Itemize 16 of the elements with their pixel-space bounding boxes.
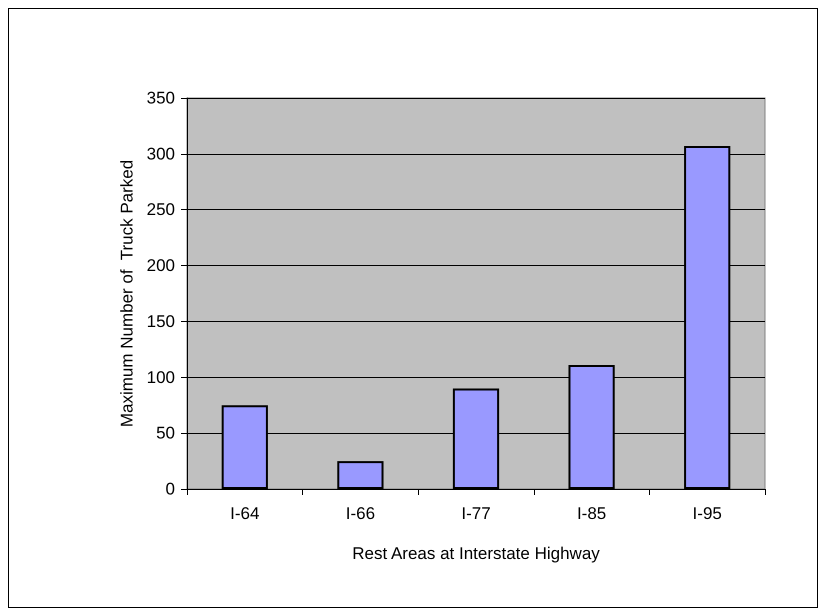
y-tick-label: 300 [146,144,175,164]
y-tick-label: 0 [166,480,175,498]
x-tick-label: I-64 [230,504,260,523]
x-tick-label: I-77 [461,504,491,523]
x-tick-label: I-95 [692,504,722,523]
y-tick-label: 150 [146,312,175,331]
y-tick-label: 350 [146,88,175,108]
x-axis-title: Rest Areas at Interstate Highway [352,544,600,563]
y-tick-label: 50 [156,424,175,443]
x-tick-label: I-66 [346,504,376,523]
y-tick-label: 100 [146,368,175,387]
x-tick-label: I-85 [576,504,606,523]
bar [337,461,384,489]
y-tick-label: 250 [146,200,175,220]
y-axis-title: Maximum Number of Truck Parked [118,160,137,428]
y-tick-label: 200 [146,256,175,276]
